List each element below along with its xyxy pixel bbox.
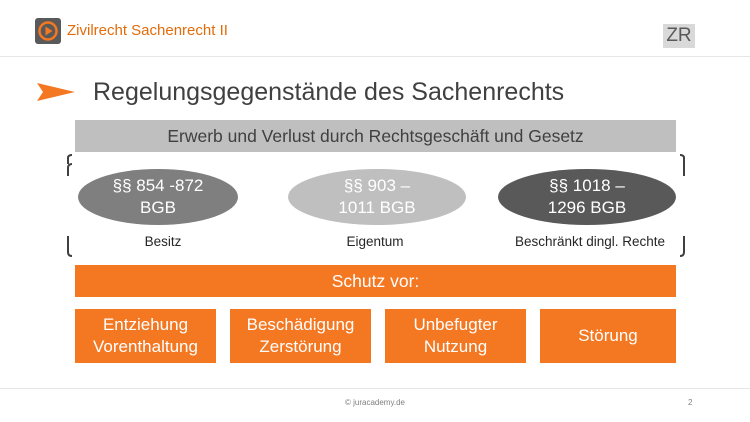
slide-title: Regelungsgegenstände des Sachenrechts	[93, 78, 565, 106]
box-entziehung: Entziehung Vorenthaltung	[75, 309, 216, 363]
label-dingliche-rechte: Beschränkt dingl. Rechte	[514, 234, 666, 249]
box-unbefugte-nutzung: Unbefugter Nutzung	[385, 309, 526, 363]
footer-divider	[0, 388, 750, 389]
copyright: © juracademy.de	[345, 398, 405, 407]
box-stoerung: Störung	[540, 309, 676, 363]
box-line: Entziehung	[102, 315, 189, 334]
arrow-icon	[37, 82, 75, 107]
box-line: Zerstörung	[259, 337, 342, 356]
ellipse-besitz: §§ 854 -872 BGB	[78, 169, 238, 225]
label-besitz: Besitz	[144, 234, 182, 249]
ellipse-line: BGB	[140, 198, 176, 217]
ellipse-eigentum: §§ 903 – 1011 BGB	[288, 169, 466, 225]
ellipse-line: §§ 854 -872	[112, 176, 204, 195]
ellipse-line: 1296 BGB	[547, 198, 627, 217]
ellipse-line: §§ 903 –	[343, 176, 411, 195]
ellipse-line: §§ 1018 –	[549, 176, 625, 195]
box-line: Unbefugter	[413, 315, 498, 334]
brace-bracket	[67, 154, 685, 257]
label-eigentum: Eigentum	[346, 234, 404, 249]
acquisition-banner: Erwerb und Verlust durch Rechtsgeschäft …	[75, 120, 676, 152]
header-title: Zivilrecht Sachenrecht II	[67, 22, 228, 39]
box-line: Störung	[578, 326, 638, 345]
protection-banner: Schutz vor:	[75, 265, 676, 297]
ellipse-line: 1011 BGB	[338, 198, 416, 217]
logo-icon	[35, 18, 61, 44]
course-badge: ZR	[663, 24, 695, 48]
box-line: Beschädigung	[246, 315, 355, 334]
ellipse-dingliche-rechte: §§ 1018 – 1296 BGB	[498, 169, 676, 225]
header-divider	[0, 56, 750, 57]
box-line: Nutzung	[423, 337, 488, 356]
box-line: Vorenthaltung	[93, 337, 198, 356]
box-beschaedigung: Beschädigung Zerstörung	[230, 309, 371, 363]
page-number: 2	[688, 398, 693, 407]
